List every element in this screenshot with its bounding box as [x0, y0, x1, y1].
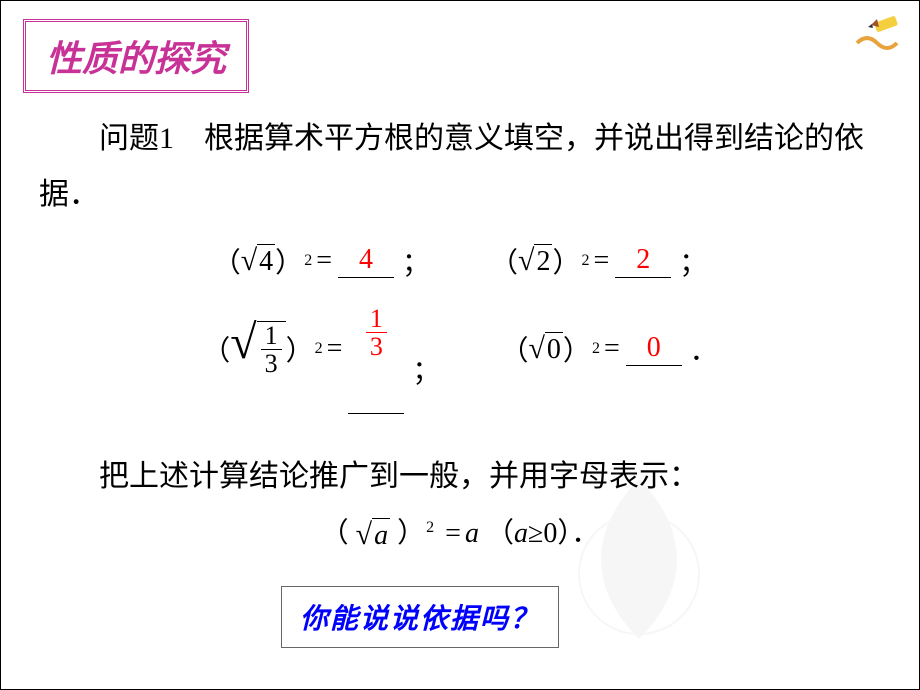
answer-fraction: 1 3 — [366, 305, 387, 361]
section-title-box: 性质的探究 — [23, 19, 249, 93]
equation-area: （ √4 ）2 = 4 ； （ √2 ）2 = 2 ； （ √ — [1, 241, 919, 418]
equation-row-1: （ √4 ）2 = 4 ； （ √2 ）2 = 2 ； — [1, 241, 919, 281]
generalize-text: 把上述计算结论推广到一般，并用字母表示： — [39, 451, 889, 502]
answer-blank: 4 — [338, 244, 394, 278]
general-formula: （ √a ）2 =a （a≥0）． — [1, 511, 919, 553]
sqrt-icon: √0 — [528, 332, 562, 367]
sqrt-icon: √a — [356, 518, 390, 553]
eq-sqrt2: （ √2 ）2 = 2 ； — [490, 241, 707, 281]
answer-blank: 2 — [615, 244, 671, 278]
sqrt-icon: √2 — [518, 244, 552, 279]
equation-row-2: （ √ 1 3 ）2 = 1 3 ； — [1, 305, 919, 394]
question-text: 你能说说依据吗？ — [300, 604, 540, 635]
problem-statement: 问题1 根据算术平方根的意义填空，并说出得到结论的依据． — [39, 111, 889, 222]
sqrt-icon: √ 1 3 — [230, 321, 285, 378]
answer-blank: 0 — [626, 332, 682, 366]
eq-sqrt0: （ √0 ）2 = 0 ． — [500, 329, 717, 369]
sqrt-icon: √4 — [241, 244, 275, 279]
eq-sqrt-onethird: （ √ 1 3 ）2 = 1 3 ； — [202, 305, 440, 394]
pencil-icon — [853, 13, 901, 53]
section-title: 性质的探究 — [46, 39, 226, 79]
answer-blank — [348, 381, 404, 414]
question-box: 你能说说依据吗？ — [281, 586, 559, 648]
problem-label: 问题1 — [99, 122, 174, 155]
eq-sqrt4: （ √4 ）2 = 4 ； — [213, 241, 430, 281]
